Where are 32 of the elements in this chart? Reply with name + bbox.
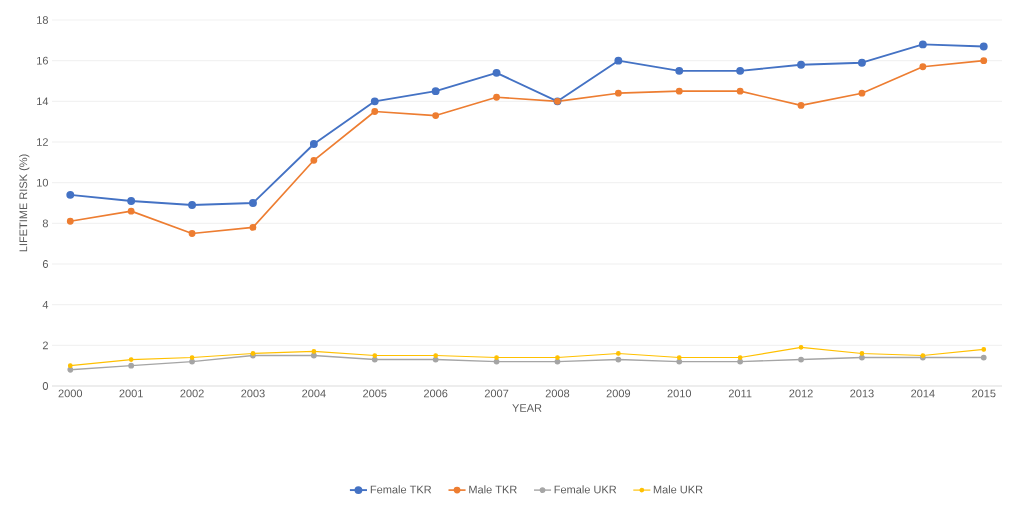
x-tick-label: 2004 xyxy=(302,389,326,398)
y-tick-label: 8 xyxy=(42,219,48,228)
x-tick-label: 2013 xyxy=(850,389,874,398)
x-tick-label: 2003 xyxy=(241,389,265,398)
x-tick-label: 2009 xyxy=(606,389,631,398)
legend-label: Female UKR xyxy=(554,485,617,494)
legend-label: Male TKR xyxy=(469,485,517,494)
y-tick-label: 16 xyxy=(37,56,48,65)
x-tick-label: 2015 xyxy=(972,389,996,398)
y-tick-label: 2 xyxy=(42,341,48,350)
legend-label: Female TKR xyxy=(370,485,432,494)
x-tick-label: 2001 xyxy=(119,389,143,398)
x-tick-label: 2005 xyxy=(363,389,387,398)
x-tick-label: 2000 xyxy=(58,389,83,398)
y-tick-label: 6 xyxy=(42,260,48,268)
y-tick-label: 4 xyxy=(42,300,49,309)
y-tick-label: 14 xyxy=(37,97,49,106)
x-tick-label: 2012 xyxy=(789,389,813,398)
x-axis-title: YEAR xyxy=(512,404,542,412)
x-tick-label: 2007 xyxy=(484,389,509,398)
y-tick-label: 18 xyxy=(37,16,48,24)
x-tick-label: 2002 xyxy=(180,389,204,398)
y-tick-label: 0 xyxy=(42,382,49,390)
y-tick-label: 12 xyxy=(37,138,48,146)
y-axis-title: LIFETIME RISK (%) xyxy=(19,154,30,252)
x-tick-label: 2006 xyxy=(423,389,448,398)
x-tick-label: 2014 xyxy=(911,389,935,398)
x-tick-label: 2011 xyxy=(728,389,752,398)
x-tick-label: 2008 xyxy=(545,389,570,398)
legend-label: Male UKR xyxy=(653,485,703,494)
y-tick-label: 10 xyxy=(37,178,49,187)
x-tick-label: 2010 xyxy=(667,389,692,398)
